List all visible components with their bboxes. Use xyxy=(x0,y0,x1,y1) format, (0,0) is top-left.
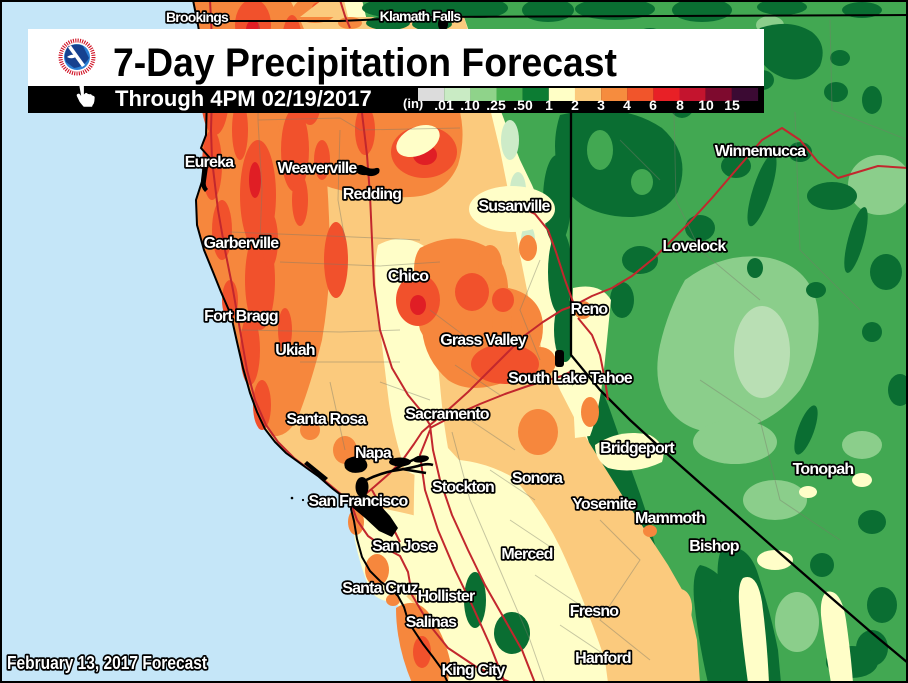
svg-text:Fresno: Fresno xyxy=(570,603,620,620)
svg-text:Bishop: Bishop xyxy=(689,538,739,555)
svg-text:San Francisco: San Francisco xyxy=(309,493,409,510)
svg-text:Through 4PM 02/19/2017: Through 4PM 02/19/2017 xyxy=(115,86,372,111)
svg-text:Santa Cruz: Santa Cruz xyxy=(342,580,418,597)
svg-text:Eureka: Eureka xyxy=(185,154,234,171)
svg-text:Hollister: Hollister xyxy=(418,588,475,605)
svg-text:Ukiah: Ukiah xyxy=(275,342,315,359)
svg-text:Hanford: Hanford xyxy=(575,650,631,667)
svg-text:.25: .25 xyxy=(486,97,506,113)
svg-text:Tonopah: Tonopah xyxy=(793,461,854,478)
svg-text:Bridgeport: Bridgeport xyxy=(600,440,675,457)
svg-text:Weaverville: Weaverville xyxy=(278,160,358,177)
svg-text:Fort Bragg: Fort Bragg xyxy=(204,308,278,325)
svg-text:Sacramento: Sacramento xyxy=(405,406,490,423)
svg-text:Mammoth: Mammoth xyxy=(635,510,705,527)
svg-text:.50: .50 xyxy=(513,97,533,113)
svg-text:Yosemite: Yosemite xyxy=(572,496,636,513)
svg-text:Reno: Reno xyxy=(571,301,609,318)
svg-text:South Lake Tahoe: South Lake Tahoe xyxy=(508,370,633,387)
svg-text:15: 15 xyxy=(724,97,740,113)
svg-text:Salinas: Salinas xyxy=(406,614,457,631)
svg-text:Santa Rosa: Santa Rosa xyxy=(286,411,366,428)
svg-text:Lovelock: Lovelock xyxy=(663,238,727,255)
svg-text:San Jose: San Jose xyxy=(372,538,437,555)
svg-text:Redding: Redding xyxy=(343,186,401,203)
svg-text:Merced: Merced xyxy=(501,546,552,563)
svg-text:Stockton: Stockton xyxy=(432,479,494,496)
svg-text:.10: .10 xyxy=(460,97,480,113)
svg-text:6: 6 xyxy=(649,97,657,113)
svg-text:Klamath Falls: Klamath Falls xyxy=(380,8,462,24)
svg-text:10: 10 xyxy=(698,97,714,113)
svg-text:Chico: Chico xyxy=(388,268,429,285)
svg-text:Susanville: Susanville xyxy=(478,198,550,215)
svg-text:Brookings: Brookings xyxy=(166,9,229,25)
svg-text:Grass Valley: Grass Valley xyxy=(440,332,526,349)
svg-text:3: 3 xyxy=(597,97,605,113)
svg-text:King City: King City xyxy=(441,662,505,679)
svg-text:2: 2 xyxy=(571,97,579,113)
svg-text:.01: .01 xyxy=(434,97,454,113)
svg-text:Winnemucca: Winnemucca xyxy=(715,143,806,160)
svg-text:Napa: Napa xyxy=(355,445,392,462)
svg-text:Garberville: Garberville xyxy=(204,235,280,252)
svg-text:7-Day Precipitation Forecast: 7-Day Precipitation Forecast xyxy=(113,41,617,85)
svg-text:8: 8 xyxy=(676,97,684,113)
svg-text:1: 1 xyxy=(545,97,553,113)
svg-text:February 13, 2017 Forecast: February 13, 2017 Forecast xyxy=(7,653,207,673)
svg-text:Sonora: Sonora xyxy=(512,470,563,487)
svg-text:4: 4 xyxy=(623,97,631,113)
